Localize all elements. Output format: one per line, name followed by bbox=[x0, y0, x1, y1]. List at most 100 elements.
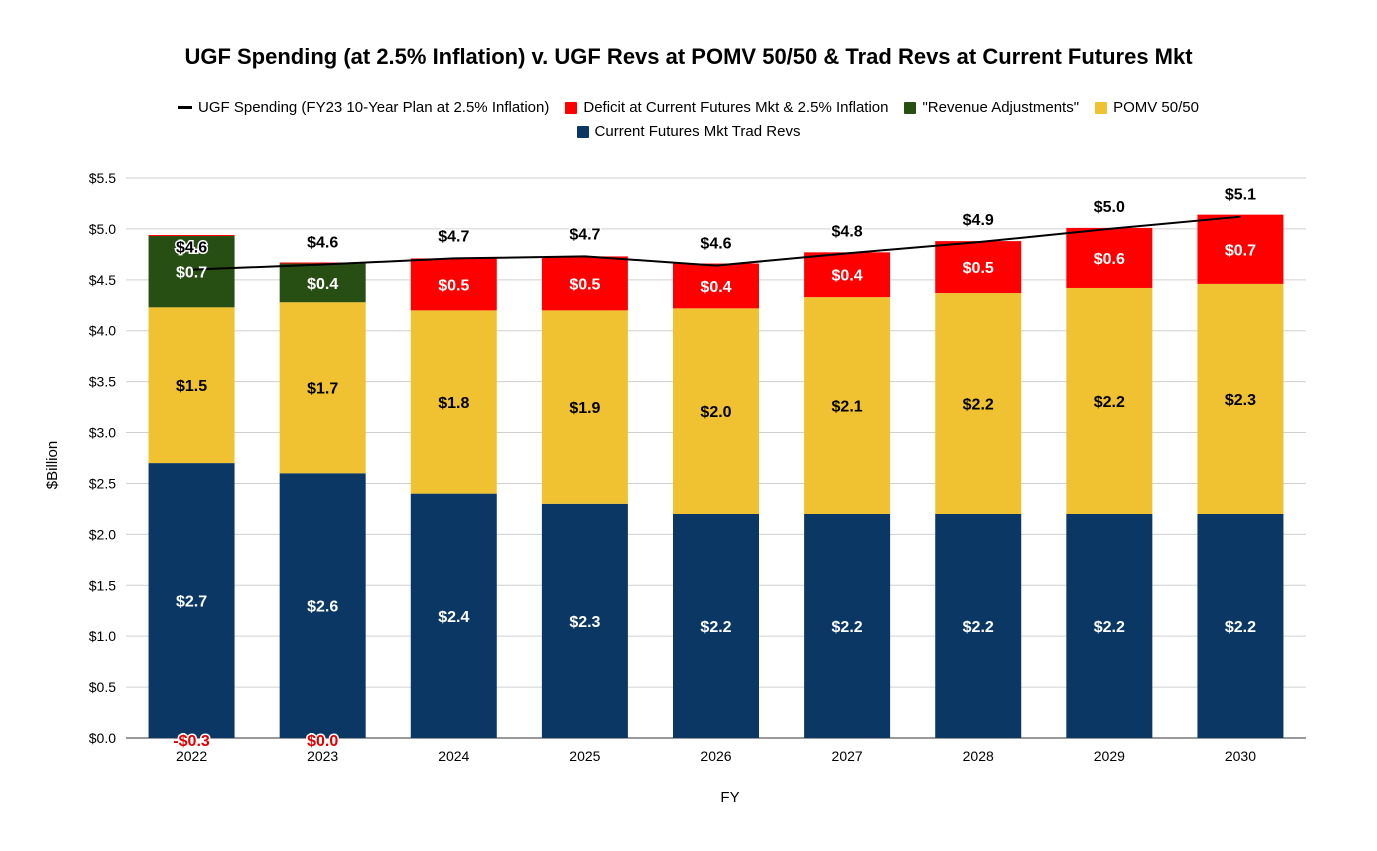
y-tick-label: $4.0 bbox=[89, 323, 116, 339]
data-label: $2.6 bbox=[307, 599, 338, 616]
bar-segment bbox=[541, 310, 628, 504]
data-label: $2.2 bbox=[963, 619, 994, 636]
data-label: $0.4 bbox=[307, 276, 338, 293]
yellow-swatch-icon bbox=[1095, 101, 1108, 114]
x-tick-label: 2028 bbox=[963, 748, 994, 764]
x-tick-label: 2025 bbox=[569, 748, 600, 764]
data-label: $2.0 bbox=[700, 404, 731, 421]
bar-segment bbox=[148, 463, 235, 738]
bar-segment bbox=[804, 252, 891, 298]
bar-segment bbox=[410, 493, 497, 738]
bar-segment bbox=[673, 514, 759, 738]
y-tick-label: $5.5 bbox=[89, 170, 116, 186]
data-label: $2.2 bbox=[832, 619, 863, 636]
data-label: $2.2 bbox=[1094, 394, 1125, 411]
legend-item-deficit: Deficit at Current Futures Mkt & 2.5% In… bbox=[565, 99, 888, 116]
bar-segment bbox=[673, 263, 759, 309]
data-label: $0.7 bbox=[176, 265, 207, 282]
bar-segment bbox=[410, 310, 497, 494]
data-label: $0.5 bbox=[963, 260, 994, 277]
navy-swatch-icon bbox=[576, 125, 589, 138]
data-label: $0.6 bbox=[1094, 251, 1125, 268]
y-axis-title: $Billion bbox=[44, 440, 61, 490]
data-label: $1.8 bbox=[438, 395, 469, 412]
bar-segment bbox=[410, 258, 497, 311]
y-tick-label: $2.0 bbox=[89, 526, 116, 542]
spending-line bbox=[191, 215, 1241, 271]
legend-item-ugf-spending: UGF Spending (FY23 10-Year Plan at 2.5% … bbox=[178, 99, 549, 116]
legend-item-trad-revs: Current Futures Mkt Trad Revs bbox=[576, 123, 801, 140]
bar-segment bbox=[935, 514, 1022, 738]
x-tick-label: 2023 bbox=[307, 748, 338, 764]
bar-segment bbox=[148, 235, 235, 237]
y-tick-label: $0.5 bbox=[89, 679, 116, 695]
y-tick-label: $3.0 bbox=[89, 425, 116, 441]
x-tick-label: 2022 bbox=[176, 748, 207, 764]
bar-segment bbox=[935, 293, 1022, 514]
bar-segment bbox=[1197, 514, 1284, 738]
data-label: $2.3 bbox=[569, 614, 600, 631]
line-data-label: $5.0 bbox=[1094, 199, 1125, 216]
bar-segment bbox=[148, 307, 235, 464]
line-data-label: $4.7 bbox=[569, 226, 600, 243]
data-label: $2.2 bbox=[1094, 619, 1125, 636]
data-label: $0.7 bbox=[1225, 242, 1256, 259]
legend-item-pomv: POMV 50/50 bbox=[1095, 99, 1199, 116]
y-tick-label: $4.5 bbox=[89, 272, 116, 288]
x-tick-label: 2026 bbox=[700, 748, 731, 764]
y-tick-label: $5.0 bbox=[89, 221, 116, 237]
data-label: $1.7 bbox=[307, 381, 338, 398]
x-tick-label: 2027 bbox=[832, 748, 863, 764]
data-label: $2.1 bbox=[832, 399, 863, 416]
bar-segment bbox=[541, 256, 628, 311]
bar-segment bbox=[935, 241, 1022, 294]
legend-item-revenue-adjustments: "Revenue Adjustments" bbox=[904, 99, 1079, 116]
data-label: $0.4 bbox=[832, 268, 863, 285]
bar-segment bbox=[1197, 283, 1284, 514]
line-data-label: $4.6 bbox=[176, 240, 207, 257]
bar-segment bbox=[1066, 287, 1153, 514]
data-label: $2.2 bbox=[700, 619, 731, 636]
y-tick-label: $1.5 bbox=[89, 577, 116, 593]
data-label: $2.2 bbox=[963, 397, 994, 414]
bar-segment bbox=[1066, 514, 1153, 738]
data-label: $1.9 bbox=[569, 400, 600, 417]
data-label: $2.3 bbox=[1225, 392, 1256, 409]
y-tick-label: $2.5 bbox=[89, 475, 116, 491]
data-label: $0.5 bbox=[438, 277, 469, 294]
bar-segment bbox=[804, 297, 891, 514]
legend-row-2: Current Futures Mkt Trad Revs bbox=[0, 123, 1377, 140]
line-swatch-icon bbox=[178, 106, 193, 109]
red-swatch-icon bbox=[565, 101, 578, 114]
legend-label: POMV 50/50 bbox=[1113, 99, 1199, 116]
bar-segment bbox=[673, 308, 759, 514]
line-data-label: $4.6 bbox=[700, 236, 731, 253]
green-swatch-icon bbox=[904, 101, 917, 114]
legend-label: UGF Spending (FY23 10-Year Plan at 2.5% … bbox=[198, 99, 550, 116]
line-data-label: $4.8 bbox=[832, 223, 863, 240]
bar-segment bbox=[1197, 214, 1284, 284]
bar-segment bbox=[1066, 227, 1153, 288]
chart-title: UGF Spending (at 2.5% Inflation) v. UGF … bbox=[184, 44, 1193, 69]
bar-segment bbox=[148, 236, 235, 308]
bar-segment bbox=[279, 262, 366, 264]
x-tick-label: 2029 bbox=[1094, 748, 1125, 764]
data-label: $1.5 bbox=[176, 378, 207, 395]
legend: UGF Spending (FY23 10-Year Plan at 2.5% … bbox=[0, 99, 1377, 116]
legend-label: "Revenue Adjustments" bbox=[922, 99, 1080, 116]
line-data-label: $4.9 bbox=[963, 212, 994, 229]
legend-label: Current Futures Mkt Trad Revs bbox=[594, 123, 801, 140]
data-label: $0.0 bbox=[307, 733, 338, 750]
legend-label: Deficit at Current Futures Mkt & 2.5% In… bbox=[583, 99, 889, 116]
line-data-label: $4.7 bbox=[438, 228, 469, 245]
line-data-label: $4.6 bbox=[307, 235, 338, 252]
bar-segment bbox=[541, 503, 628, 738]
data-label: $0.4 bbox=[700, 279, 731, 296]
x-axis-title: FY bbox=[720, 789, 740, 806]
x-tick-label: 2024 bbox=[438, 748, 469, 764]
y-tick-label: $1.0 bbox=[89, 628, 116, 644]
bar-segment bbox=[279, 473, 366, 738]
data-label: -$0.3 bbox=[173, 733, 210, 750]
bar-segment bbox=[279, 302, 366, 474]
